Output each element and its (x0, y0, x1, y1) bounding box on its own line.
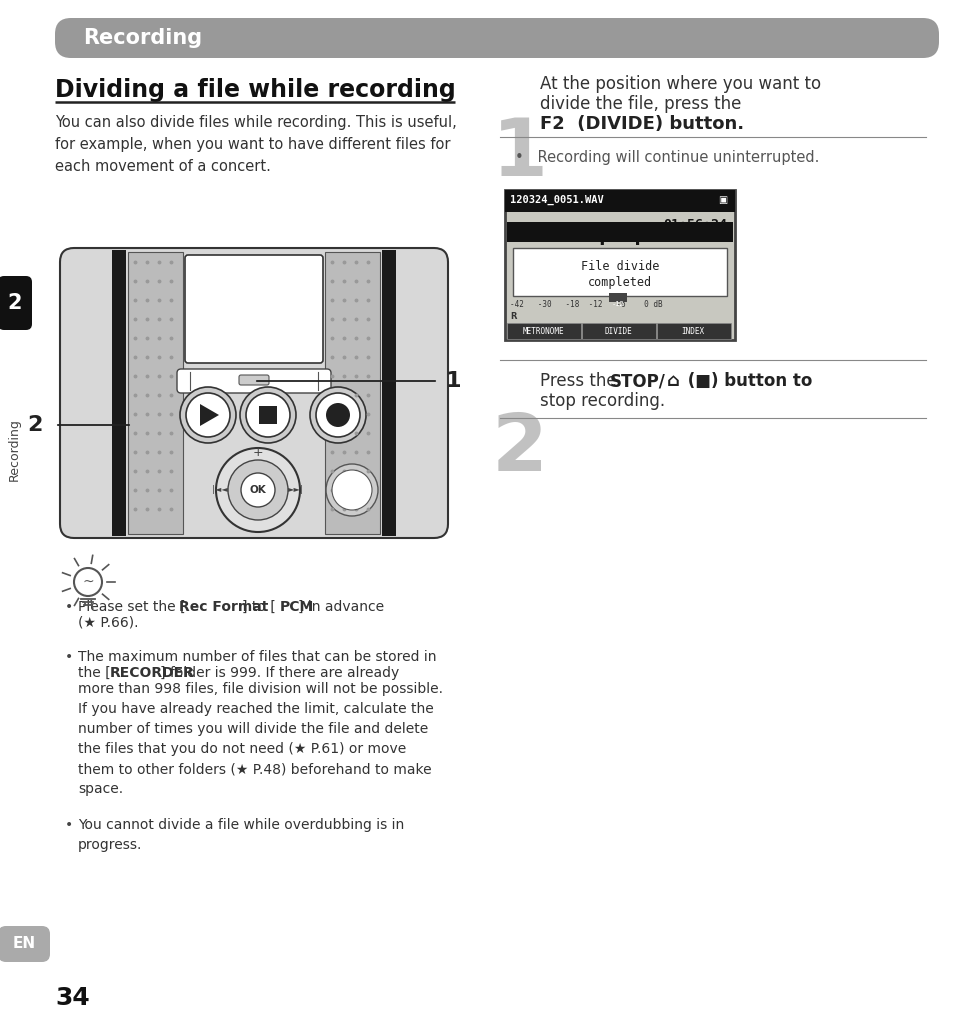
Text: You cannot divide a file while overdubbing is in
progress.: You cannot divide a file while overdubbi… (78, 818, 404, 852)
Text: Dividing a file while recording: Dividing a file while recording (55, 78, 456, 102)
Text: more than 998 files, file division will not be possible.
If you have already rea: more than 998 files, file division will … (78, 682, 442, 796)
Circle shape (315, 393, 359, 437)
Text: Recording: Recording (83, 28, 202, 48)
Text: Press the: Press the (539, 372, 621, 390)
Text: The maximum number of files that can be stored in: The maximum number of files that can be … (78, 650, 436, 664)
Circle shape (215, 448, 299, 532)
Text: 120324_0051.WAV: 120324_0051.WAV (510, 195, 603, 206)
Text: the [: the [ (78, 666, 111, 680)
Text: 34: 34 (55, 986, 90, 1010)
Text: DIVIDE: DIVIDE (603, 327, 631, 336)
Text: •: • (65, 601, 73, 614)
Text: You can also divide files while recording. This is useful,
for example, when you: You can also divide files while recordin… (55, 115, 456, 174)
FancyBboxPatch shape (325, 252, 379, 534)
FancyBboxPatch shape (504, 190, 734, 212)
Text: METRONOME: METRONOME (521, 327, 563, 336)
Text: 01:56:24: 01:56:24 (662, 218, 726, 231)
FancyBboxPatch shape (381, 250, 395, 536)
Circle shape (74, 568, 102, 596)
Circle shape (180, 387, 235, 443)
Text: •: • (65, 650, 73, 664)
Text: 2: 2 (8, 293, 22, 313)
FancyBboxPatch shape (55, 18, 938, 58)
Text: Recording: Recording (8, 418, 20, 482)
Text: OK: OK (250, 485, 266, 495)
Text: -42   -30   -18  -12   -6    0 dB: -42 -30 -18 -12 -6 0 dB (510, 300, 662, 309)
Text: 2: 2 (28, 415, 43, 435)
Text: completed: completed (587, 276, 652, 290)
Circle shape (326, 403, 350, 427)
FancyBboxPatch shape (513, 248, 726, 296)
Text: At the position where you want to: At the position where you want to (539, 75, 821, 93)
Text: stop recording.: stop recording. (539, 392, 664, 410)
Text: PCM: PCM (279, 601, 314, 614)
FancyBboxPatch shape (0, 276, 32, 330)
FancyBboxPatch shape (608, 293, 626, 302)
FancyBboxPatch shape (177, 369, 331, 393)
Text: 1: 1 (446, 371, 461, 391)
Circle shape (240, 387, 295, 443)
Text: (■) button to: (■) button to (681, 372, 812, 390)
FancyBboxPatch shape (60, 248, 448, 538)
FancyBboxPatch shape (506, 323, 580, 339)
Text: INDEX: INDEX (680, 327, 704, 336)
Text: ⌂: ⌂ (666, 372, 679, 390)
Text: •: • (65, 818, 73, 832)
Text: STOP/: STOP/ (609, 372, 665, 390)
Text: EN: EN (12, 936, 35, 951)
Polygon shape (200, 404, 219, 426)
Text: ] to [: ] to [ (241, 601, 275, 614)
FancyBboxPatch shape (657, 323, 730, 339)
Text: •   Recording will continue uninterrupted.: • Recording will continue uninterrupted. (515, 150, 819, 165)
Text: ] folder is 999. If there are already: ] folder is 999. If there are already (160, 666, 398, 680)
FancyBboxPatch shape (128, 252, 183, 534)
Text: +: + (253, 446, 263, 459)
Text: divide the file, press the: divide the file, press the (539, 95, 740, 113)
Text: Please set the [: Please set the [ (78, 601, 185, 614)
Text: File divide: File divide (580, 260, 659, 273)
Text: F2  (DIVIDE) button.: F2 (DIVIDE) button. (539, 115, 743, 133)
Text: 2: 2 (492, 410, 547, 488)
Text: R: R (510, 312, 516, 321)
FancyBboxPatch shape (504, 190, 734, 340)
Text: 1: 1 (492, 115, 547, 193)
Text: Rec Format: Rec Format (178, 601, 268, 614)
Circle shape (228, 460, 288, 520)
Circle shape (326, 464, 377, 516)
Text: ▣: ▣ (717, 195, 726, 205)
FancyBboxPatch shape (581, 323, 656, 339)
Text: |◄◄: |◄◄ (212, 486, 228, 494)
Text: --:--:--: --:--:-- (573, 230, 666, 249)
Circle shape (246, 393, 290, 437)
FancyBboxPatch shape (239, 375, 269, 385)
FancyBboxPatch shape (185, 255, 323, 363)
Text: ] in advance: ] in advance (298, 601, 384, 614)
Circle shape (332, 470, 372, 510)
FancyBboxPatch shape (0, 926, 50, 962)
FancyBboxPatch shape (258, 406, 276, 424)
Circle shape (310, 387, 366, 443)
Circle shape (241, 473, 274, 507)
Text: ►►|: ►►| (288, 486, 304, 494)
Text: ~: ~ (82, 575, 93, 589)
Circle shape (186, 393, 230, 437)
Text: RECORDER: RECORDER (110, 666, 194, 680)
Text: -12: -12 (611, 301, 623, 307)
FancyBboxPatch shape (506, 222, 732, 242)
Text: (★ P.66).: (★ P.66). (78, 616, 138, 630)
FancyBboxPatch shape (112, 250, 126, 536)
